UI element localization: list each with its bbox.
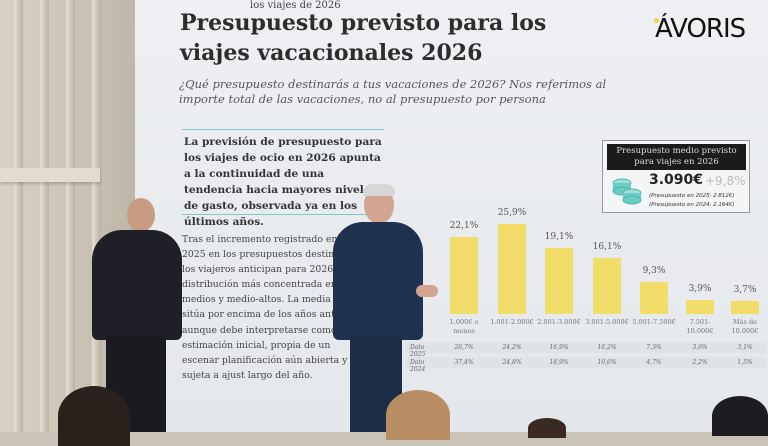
table-cell: 4,7%: [646, 359, 662, 366]
row-label: Dato 2024: [410, 359, 426, 373]
table-cell: 16,2%: [597, 344, 617, 351]
divider: [182, 129, 384, 130]
divider: [182, 214, 367, 215]
stage-wall: [0, 0, 140, 432]
table-cell: 1,5%: [737, 359, 753, 366]
slide-title: Presupuesto previsto para los viajes vac…: [180, 10, 547, 66]
audience-head: [528, 418, 566, 438]
head: [127, 198, 155, 232]
budget-2024-note: (Presupuesto en 2024: 2.164€): [649, 202, 735, 208]
budget-2025-note: (Presupuesto en 2025: 2.812€): [649, 193, 735, 199]
hair: [363, 184, 395, 196]
bar: [545, 247, 573, 314]
category-label: 3.001-5.000€: [585, 318, 629, 326]
average-budget-box: Presupuesto medio previsto para viajes e…: [602, 140, 750, 213]
suit-jacket: [92, 230, 182, 340]
logo-dot: [654, 18, 659, 23]
table-cell: 18,9%: [549, 359, 569, 366]
bar-value-label: 22,1%: [449, 221, 479, 232]
bar: [498, 224, 526, 314]
table-row: [405, 357, 765, 368]
bar: [593, 258, 621, 314]
avoris-logo: ÁVORIS: [655, 14, 746, 44]
bar: [640, 281, 668, 314]
audience-head: [386, 390, 450, 440]
bar-value-label: 19,1%: [544, 231, 574, 242]
bar: [450, 237, 478, 314]
bar-value-label: 9,3%: [642, 265, 666, 276]
body-paragraph: Tras el incremento registrado entre 2025…: [182, 234, 358, 381]
coins-icon: [612, 178, 642, 205]
shelf: [0, 168, 100, 182]
slide-subtitle: ¿Qué presupuesto destinarás a tus vacaci…: [179, 77, 607, 106]
wall-slat: [14, 0, 23, 432]
bar-value-label: 3,9%: [688, 284, 712, 295]
slide-kicker: los viajes de 2026: [250, 0, 341, 11]
bar: [686, 300, 714, 314]
category-label: Más de 10.000€: [731, 318, 759, 335]
suit-jacket: [333, 222, 423, 340]
lead-paragraph: La previsión de presupuesto para los via…: [184, 136, 382, 228]
hand: [416, 285, 438, 297]
average-budget-change: +9,8%: [705, 174, 746, 188]
table-cell: 2,2%: [692, 359, 708, 366]
wall-slat: [40, 0, 49, 432]
bar-value-label: 3,7%: [733, 285, 757, 296]
audience-head: [58, 386, 130, 446]
category-label: 1.001-2.000€: [490, 318, 534, 326]
category-label: 2.001-3.000€: [537, 318, 581, 326]
bar-value-label: 16,1%: [592, 242, 622, 253]
wall-slat: [92, 0, 101, 432]
table-cell: 10,6%: [597, 359, 617, 366]
bar-value-label: 25,9%: [497, 208, 527, 219]
table-row: [405, 342, 765, 353]
table-cell: 16,9%: [549, 344, 569, 351]
table-cell: 26,7%: [454, 344, 474, 351]
table-cell: 24,8%: [502, 359, 522, 366]
wall-slat: [66, 0, 75, 432]
table-cell: 37,4%: [454, 359, 474, 366]
table-cell: 3,6%: [692, 344, 708, 351]
audience-head: [712, 396, 768, 436]
table-cell: 7,3%: [646, 344, 662, 351]
average-budget-value: 3.090€: [649, 172, 704, 188]
bar: [731, 301, 759, 314]
box-header: Presupuesto medio previsto para viajes e…: [607, 144, 746, 170]
category-label: 7.501-10.000€: [686, 318, 714, 335]
table-cell: 24,2%: [502, 344, 522, 351]
category-label: 5.001-7.500€: [632, 318, 676, 326]
row-label: Dato 2025: [410, 344, 426, 358]
category-label: 1.000€ o menos: [449, 318, 479, 335]
table-cell: 3,1%: [737, 344, 753, 351]
